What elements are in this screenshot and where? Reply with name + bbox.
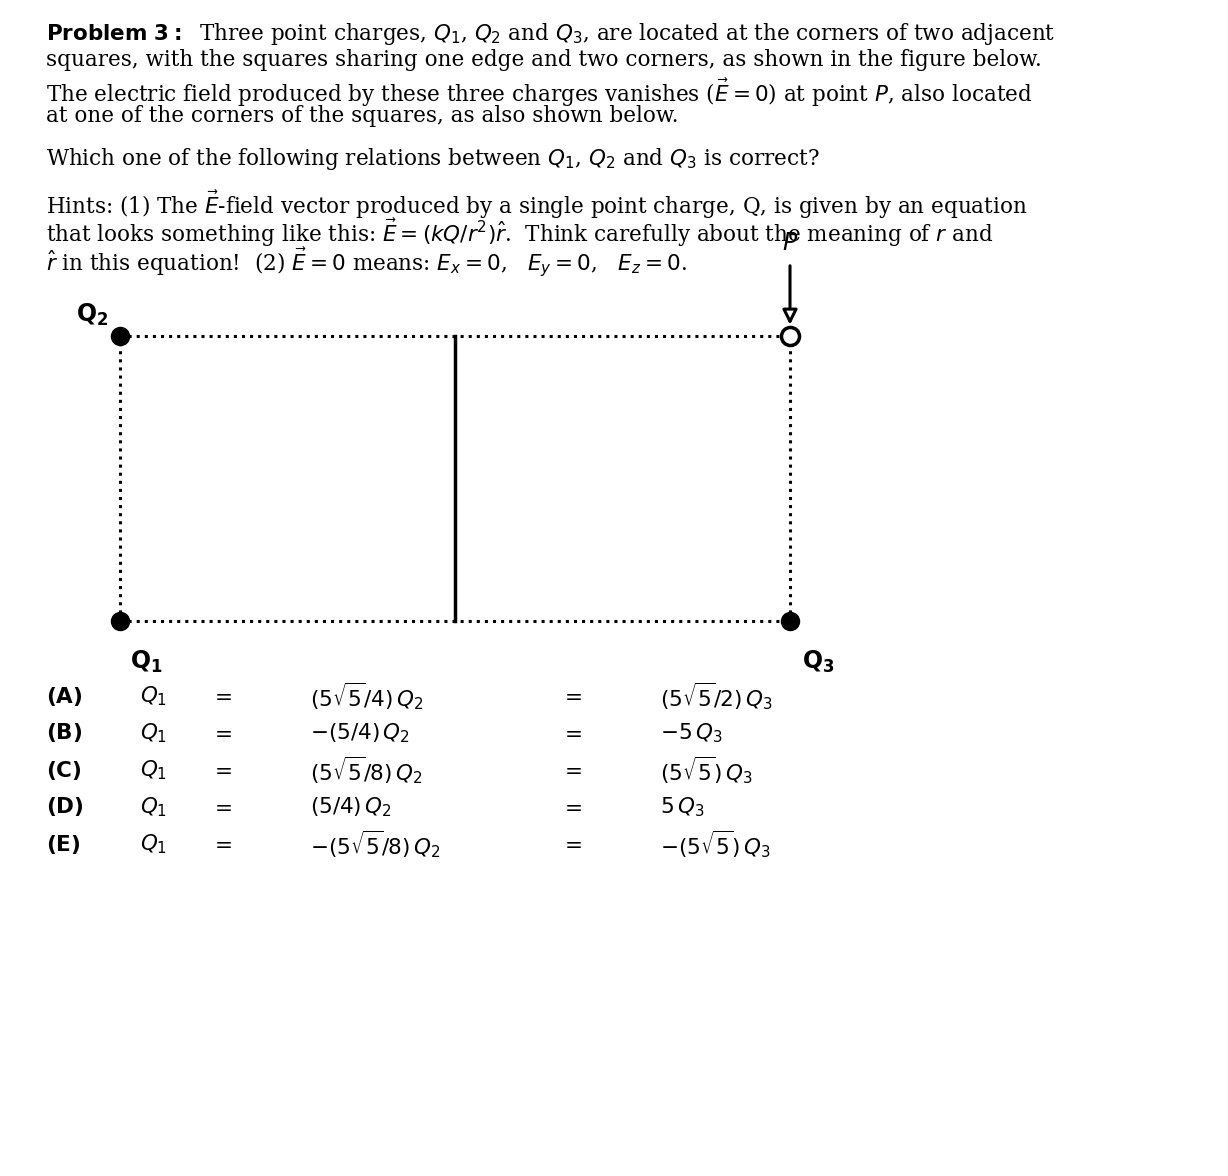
Text: $=$: $=$ [210,759,232,781]
Text: $=$: $=$ [210,722,232,744]
Text: $=$: $=$ [560,796,582,818]
Text: The electric field produced by these three charges vanishes ($\vec{E} = 0$) at p: The electric field produced by these thr… [45,76,1033,109]
Text: $\mathbf{Q_3}$: $\mathbf{Q_3}$ [802,649,835,675]
Text: $Q_1$: $Q_1$ [140,759,167,782]
Text: $Q_1$: $Q_1$ [140,833,167,856]
Text: $=$: $=$ [560,722,582,744]
Text: Which one of the following relations between $Q_1$, $Q_2$ and $Q_3$ is correct?: Which one of the following relations bet… [45,146,819,172]
Text: $P$: $P$ [782,232,798,255]
Text: $(5\sqrt{5})\,Q_3$: $(5\sqrt{5})\,Q_3$ [659,754,753,786]
Text: $5\,Q_3$: $5\,Q_3$ [659,795,705,818]
Text: at one of the corners of the squares, as also shown below.: at one of the corners of the squares, as… [45,105,679,127]
Text: $\mathbf{(A)}$: $\mathbf{(A)}$ [45,684,82,708]
Text: $Q_1$: $Q_1$ [140,684,167,708]
Text: squares, with the squares sharing one edge and two corners, as shown in the figu: squares, with the squares sharing one ed… [45,49,1041,71]
Text: $\mathbf{Q_2}$: $\mathbf{Q_2}$ [76,302,108,328]
Text: $\mathbf{(E)}$: $\mathbf{(E)}$ [45,833,81,855]
Text: $=$: $=$ [560,833,582,855]
Text: $(5\sqrt{5}/8)\,Q_2$: $(5\sqrt{5}/8)\,Q_2$ [309,754,422,786]
Text: $\mathbf{(D)}$: $\mathbf{(D)}$ [45,795,84,818]
Text: $\bf{Problem\ 3:}$  Three point charges, $Q_1$, $Q_2$ and $Q_3$, are located at : $\bf{Problem\ 3:}$ Three point charges, … [45,21,1055,47]
Text: $\mathbf{(C)}$: $\mathbf{(C)}$ [45,759,81,782]
Text: $(5\sqrt{5}/2)\,Q_3$: $(5\sqrt{5}/2)\,Q_3$ [659,680,772,711]
Text: $\mathbf{(B)}$: $\mathbf{(B)}$ [45,722,82,744]
Text: $=$: $=$ [210,796,232,818]
Text: Hints: (1) The $\vec{E}$-field vector produced by a single point charge, Q, is g: Hints: (1) The $\vec{E}$-field vector pr… [45,189,1028,221]
Text: $Q_1$: $Q_1$ [140,721,167,744]
Text: that looks something like this: $\vec{E} = (kQ/r^2)\hat{r}$.  Think carefully ab: that looks something like this: $\vec{E}… [45,218,993,249]
Text: $(5\sqrt{5}/4)\,Q_2$: $(5\sqrt{5}/4)\,Q_2$ [309,680,424,711]
Text: $=$: $=$ [560,759,582,781]
Text: $=$: $=$ [210,833,232,855]
Text: $-(5/4)\,Q_2$: $-(5/4)\,Q_2$ [309,721,410,744]
Text: $Q_1$: $Q_1$ [140,795,167,818]
Text: $-(5\sqrt{5}/8)\,Q_2$: $-(5\sqrt{5}/8)\,Q_2$ [309,828,440,860]
Text: $(5/4)\,Q_2$: $(5/4)\,Q_2$ [309,795,392,818]
Text: $\hat{r}$ in this equation!  (2) $\vec{E} = 0$ means: $E_x = 0$,   $E_y = 0$,   : $\hat{r}$ in this equation! (2) $\vec{E}… [45,245,686,279]
Text: $=$: $=$ [560,684,582,707]
Text: $-5\,Q_3$: $-5\,Q_3$ [659,721,722,744]
Text: $=$: $=$ [210,684,232,707]
Text: $\mathbf{Q_1}$: $\mathbf{Q_1}$ [130,649,162,675]
Text: $-(5\sqrt{5})\,Q_3$: $-(5\sqrt{5})\,Q_3$ [659,828,770,860]
